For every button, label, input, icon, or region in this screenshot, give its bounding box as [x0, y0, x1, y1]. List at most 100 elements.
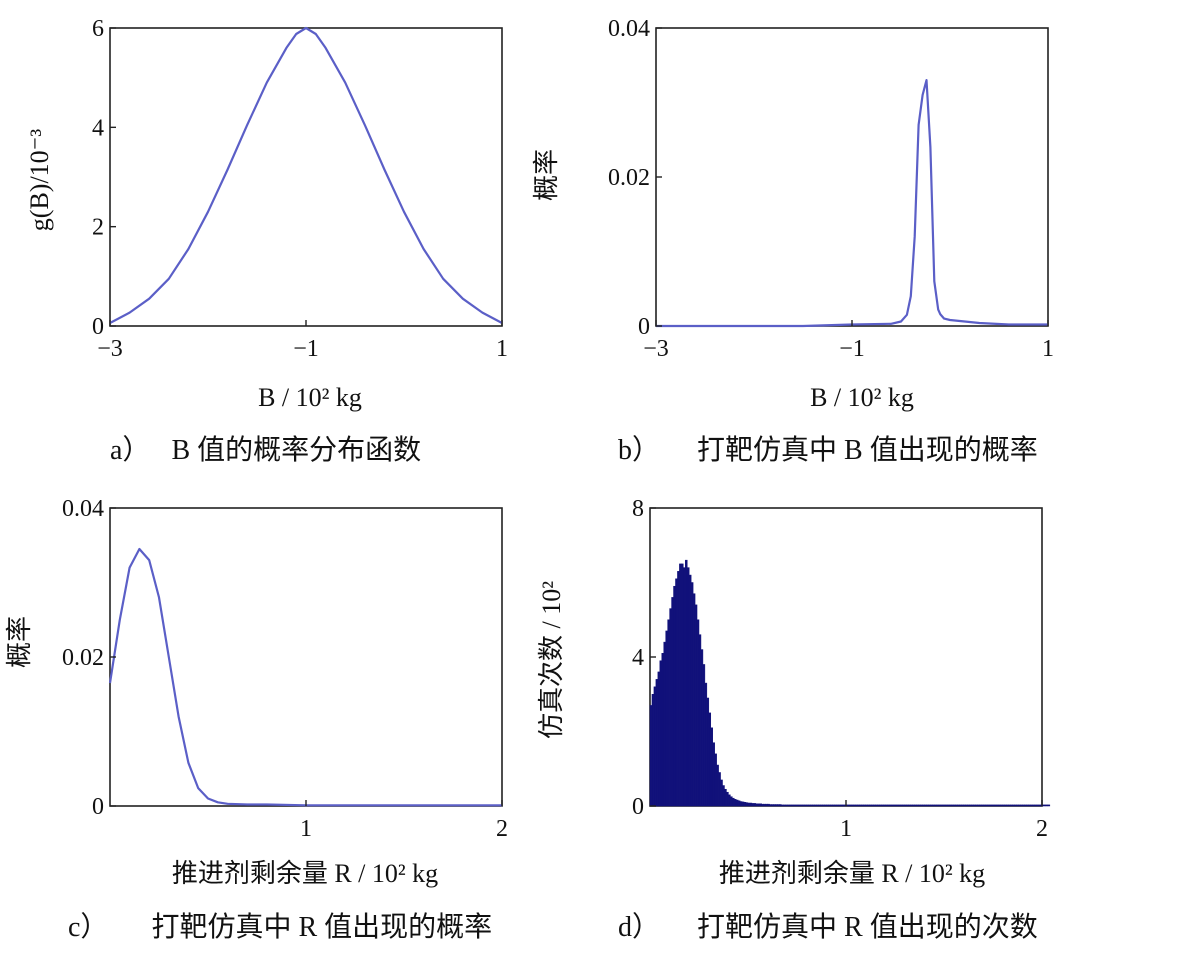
histogram-bar-d-7 [663, 641, 666, 807]
histogram-bar-d-83 [812, 804, 815, 807]
histogram-bar-d-78 [802, 804, 806, 807]
histogram-bar-d-18 [685, 559, 688, 807]
y-tick-label-a-3: 6 [92, 16, 104, 42]
histogram-bar-d-132 [908, 804, 911, 807]
x-tick-label-a-0: −3 [97, 336, 123, 362]
x-axis-label-b: B / 10² kg [810, 383, 914, 412]
histogram-bar-d-17 [683, 567, 686, 807]
histogram-bar-d-60 [767, 803, 770, 807]
histogram-bar-d-153 [949, 804, 953, 807]
histogram-bar-d-25 [698, 634, 702, 807]
histogram-bar-d-165 [973, 804, 976, 807]
caption-d: d） 打靶仿真中 R 值出现的次数 [618, 911, 1038, 943]
histogram-bar-d-202 [1045, 804, 1049, 807]
histogram-bar-d-195 [1031, 804, 1035, 807]
histogram-bar-d-181 [1004, 804, 1007, 807]
histogram-bar-d-0 [649, 705, 653, 807]
histogram-bar-d-87 [820, 804, 823, 807]
x-tick-label-c-0: 1 [300, 816, 312, 842]
histogram-bar-d-121 [886, 804, 890, 807]
histogram-bar-d-182 [1006, 804, 1009, 807]
histogram-bar-d-19 [686, 567, 690, 807]
histogram-bar-d-198 [1037, 804, 1041, 807]
histogram-bar-d-191 [1024, 804, 1027, 807]
plot-area-d: 1 2 0 4 8 [632, 496, 1051, 842]
caption-c: c） 打靶仿真中 R 值出现的概率 [68, 911, 492, 943]
histogram-bar-d-40 [728, 794, 731, 807]
histogram-bar-d-193 [1028, 804, 1031, 807]
histogram-bar-d-38 [724, 788, 727, 807]
histogram-bar-d-166 [975, 804, 978, 807]
histogram-bar-d-118 [881, 804, 884, 807]
histogram-bar-d-151 [945, 804, 949, 807]
histogram-bar-d-13 [675, 578, 678, 807]
histogram-bar-d-95 [835, 804, 839, 807]
histogram-bar-d-26 [700, 649, 704, 807]
histogram-bar-d-140 [924, 804, 927, 807]
histogram-bar-d-80 [806, 804, 810, 807]
histogram-bar-d-98 [841, 804, 845, 807]
histogram-bar-d-192 [1026, 804, 1029, 807]
histogram-bar-d-97 [839, 804, 843, 807]
x-tick-label-c-1: 2 [496, 816, 508, 842]
histogram-bar-d-44 [735, 799, 739, 807]
y-axis-label-d: 仿真次数 / 10² [537, 581, 566, 739]
histogram-bar-d-176 [994, 804, 998, 807]
histogram-bar-d-37 [722, 785, 725, 807]
histogram-bar-d-92 [830, 804, 833, 807]
y-axis-label-a: g(B)/10⁻³ [25, 129, 54, 232]
y-tick-label-a-1: 2 [92, 215, 104, 241]
histogram-bar-d-158 [959, 804, 962, 807]
panel-b: −3 −1 1 0 0.02 0.04 概率 B / 10² kg b） 打靶仿真中 B … [532, 16, 1054, 466]
histogram-bar-d-142 [928, 804, 931, 807]
histogram-bar-d-119 [882, 804, 886, 807]
histogram-bar-d-155 [953, 804, 957, 807]
histogram-bar-d-69 [784, 804, 788, 807]
histogram-bar-d-189 [1020, 804, 1023, 807]
histogram-bar-d-185 [1012, 804, 1015, 807]
caption-c-prefix: c） [68, 911, 108, 943]
x-axis-label-d: 推进剂剩余量 R / 10² kg [719, 859, 985, 888]
caption-a-text: B 值的概率分布函数 [171, 434, 421, 466]
histogram-bar-d-58 [763, 803, 766, 807]
histogram-bar-d-27 [702, 664, 706, 807]
panel-c: 1 2 0 0.02 0.04 概率 推进剂剩余量 R / 10² kg c） 打靶仿真… [5, 496, 508, 943]
x-tick-label-a-1: −1 [293, 336, 319, 362]
histogram-bar-d-90 [826, 804, 829, 807]
y-tick-label-b-1: 0.02 [608, 165, 650, 191]
histogram-bar-d-135 [914, 804, 917, 807]
y-tick-label-b-2: 0.04 [608, 16, 650, 42]
panel-d: 1 2 0 4 8 仿真次数 / 10² 推进剂剩余量 R / 10² kg d） 打靶… [537, 496, 1051, 943]
histogram-bar-d-36 [720, 779, 723, 807]
histogram-bar-d-62 [771, 804, 774, 807]
histogram-bar-d-129 [902, 804, 906, 807]
y-tick-label-c-2: 0.04 [62, 496, 104, 522]
histogram-bar-d-177 [996, 804, 1000, 807]
caption-b: b） 打靶仿真中 B 值出现的概率 [618, 434, 1038, 466]
caption-c-text: 打靶仿真中 R 值出现的概率 [151, 911, 492, 943]
caption-d-text: 打靶仿真中 R 值出现的次数 [697, 911, 1038, 943]
histogram-bar-d-1 [651, 694, 655, 807]
histogram-bar-d-5 [659, 660, 663, 807]
histogram-bar-d-116 [877, 804, 880, 807]
histogram-bar-d-34 [716, 764, 719, 807]
histogram-bar-d-57 [761, 803, 764, 807]
histogram-bar-d-22 [692, 593, 696, 807]
histogram-bar-d-144 [931, 804, 935, 807]
series-line-c-0 [108, 547, 502, 807]
histogram-bar-d-159 [961, 804, 964, 807]
histogram-bar-d-173 [988, 804, 992, 807]
histogram-bar-d-201 [1043, 804, 1047, 807]
histogram-bar-d-117 [879, 804, 882, 807]
y-axis-label-c: 概率 [5, 616, 34, 668]
plot-area-b: −3 −1 1 0 0.02 0.04 [608, 16, 1054, 362]
histogram-bar-d-161 [965, 804, 968, 807]
histogram-bar-d-68 [783, 804, 786, 807]
histogram-bar-d-96 [837, 804, 841, 807]
histogram-bar-d-179 [1000, 804, 1004, 807]
histogram-bar-d-29 [706, 697, 710, 807]
histogram-bar-d-138 [920, 804, 923, 807]
histogram-bar-d-171 [984, 804, 988, 807]
histogram-bar-d-89 [824, 804, 827, 807]
histogram-bar-d-137 [918, 804, 921, 807]
